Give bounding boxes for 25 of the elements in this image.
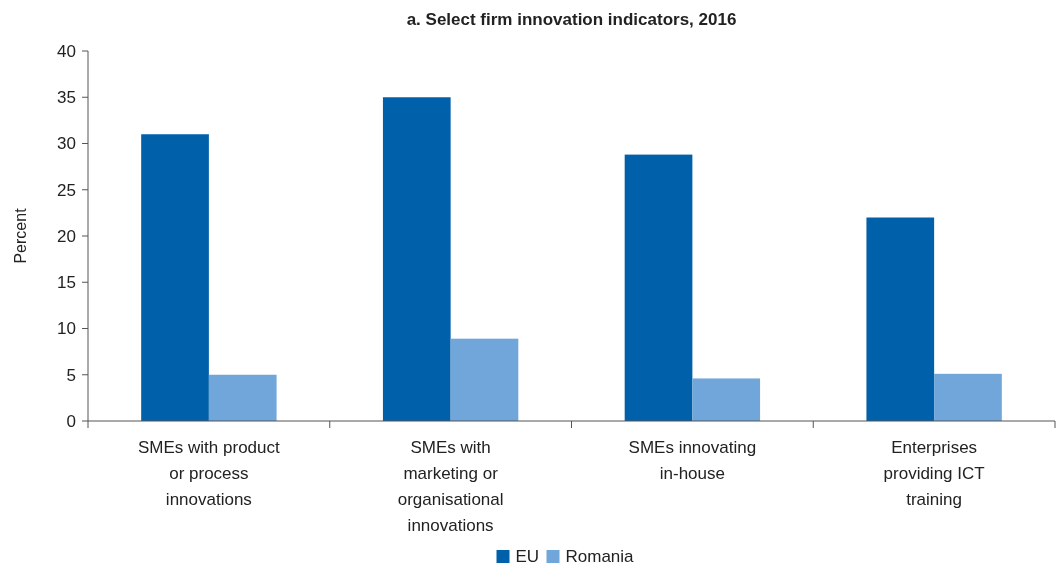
bar	[141, 134, 209, 421]
y-tick-label: 30	[57, 134, 76, 154]
y-tick-label: 25	[57, 180, 76, 200]
y-tick-label: 10	[57, 319, 76, 339]
legend-label: EU	[515, 547, 540, 566]
y-tick-label: 20	[57, 226, 76, 246]
bar	[382, 97, 451, 421]
legend-label: Romania	[565, 547, 635, 566]
y-axis-title: Percent	[12, 207, 29, 264]
y-tick-label: 5	[66, 365, 76, 385]
y-tick-label: 35	[57, 88, 76, 108]
x-tick-label: SMEs innovating in-house	[628, 438, 757, 483]
x-tick-label: SMEs with marketing or organisational innovations	[397, 438, 504, 535]
bar	[866, 217, 935, 421]
bar	[624, 154, 693, 421]
bar	[692, 378, 761, 421]
x-tick-label: SMEs with product or process innovations	[138, 438, 280, 509]
bar	[208, 374, 277, 421]
y-tick-label: 40	[57, 41, 76, 61]
y-tick-label: 0	[66, 411, 76, 431]
bar	[450, 338, 519, 421]
x-tick-label: Enterprises providing ICT training	[883, 438, 985, 509]
y-tick-label: 15	[57, 273, 76, 293]
chart-title: a. Select firm innovation indicators, 2016	[406, 10, 737, 29]
bar	[934, 373, 1002, 421]
